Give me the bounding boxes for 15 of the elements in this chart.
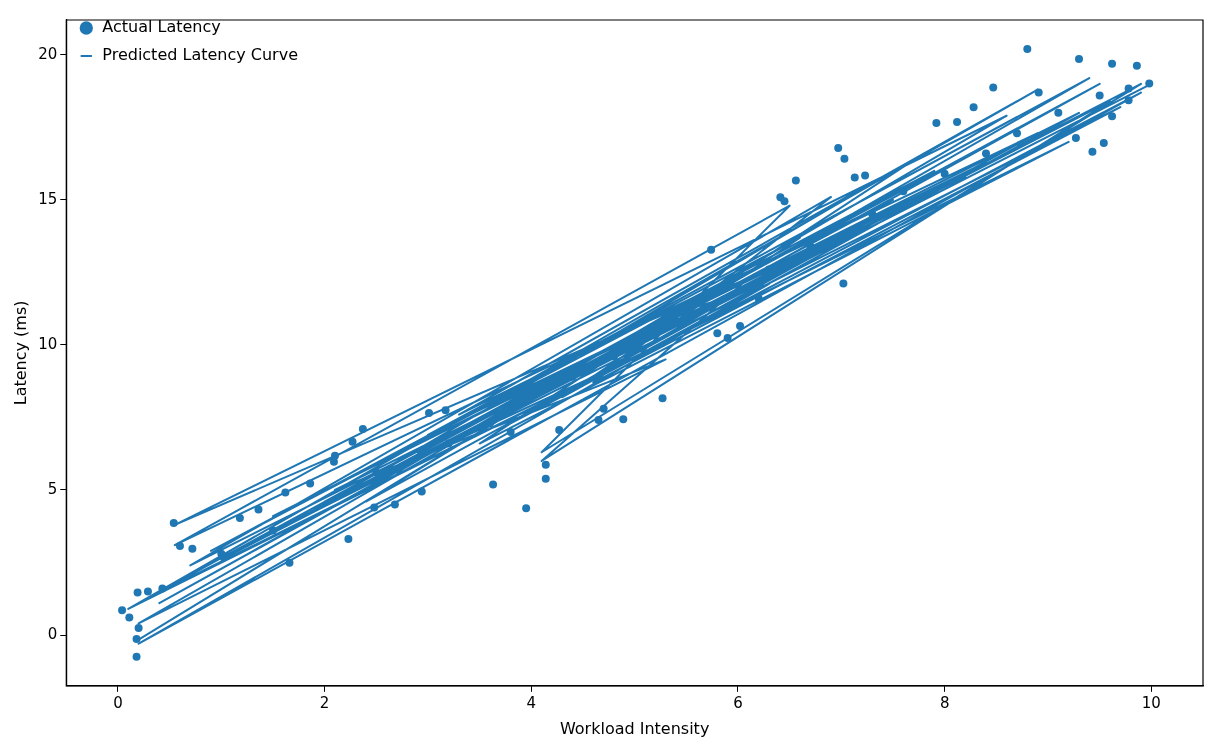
x-tick-label: 10 <box>1141 693 1161 712</box>
y-tick-label: 5 <box>47 479 58 498</box>
y-axis-title: Latency (ms) <box>10 300 30 406</box>
y-tick-label: 0 <box>47 624 58 643</box>
y-tick-label: 10 <box>38 334 58 353</box>
x-tick-label: 6 <box>733 693 743 712</box>
legend-label: Predicted Latency Curve <box>102 45 299 65</box>
x-tick-label: 8 <box>939 693 950 712</box>
y-tick-label: 15 <box>38 189 58 208</box>
x-tick-label: 0 <box>113 693 123 712</box>
x-axis-title: Workload Intensity <box>559 718 710 738</box>
legend-label: Actual Latency <box>102 17 221 37</box>
y-tick-label: 20 <box>38 44 58 63</box>
x-tick-label: 2 <box>319 693 330 712</box>
x-tick-label: 4 <box>526 693 537 712</box>
